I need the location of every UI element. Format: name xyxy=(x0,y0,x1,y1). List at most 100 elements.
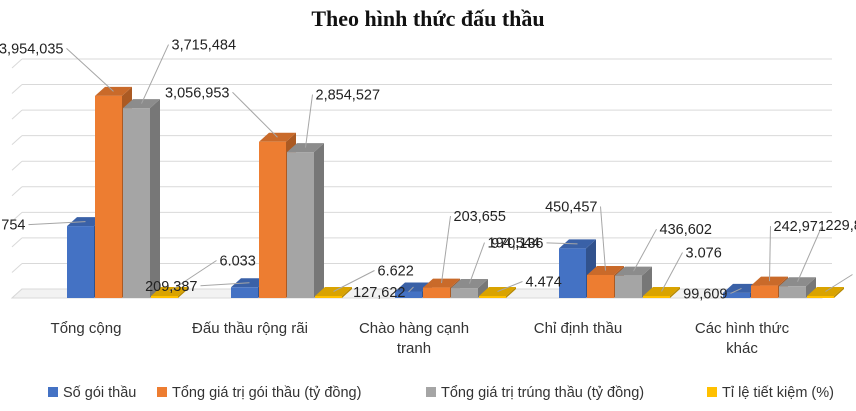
leader-line xyxy=(730,287,742,294)
gridline-side xyxy=(11,186,23,197)
bar-side xyxy=(670,287,680,298)
category-label: Các hình thức khác xyxy=(695,320,790,357)
category-label-line: khác xyxy=(726,340,758,357)
category-label-line: Các hình thức xyxy=(695,320,790,337)
legend-label: Số gói thầu xyxy=(63,385,136,401)
data-label: 2,854,527 xyxy=(316,88,381,104)
data-label: 127,622 xyxy=(353,285,405,301)
bar-front xyxy=(395,291,422,298)
data-label: 970,136 xyxy=(491,236,543,252)
data-label: 4.474 xyxy=(526,275,562,291)
leader-line xyxy=(66,48,114,92)
bar-front xyxy=(643,296,670,298)
bar-front xyxy=(287,152,314,298)
category-label: Tổng cộng xyxy=(51,320,122,337)
data-label: 3.076 xyxy=(686,246,722,262)
bar-side xyxy=(178,287,188,298)
bar-front xyxy=(123,108,150,299)
bar-front xyxy=(95,95,122,298)
bar-front xyxy=(479,296,506,298)
leader-line xyxy=(28,221,86,226)
legend-label: Tổng giá trị gói thầu (tỷ đồng) xyxy=(172,385,361,401)
bar-front xyxy=(423,287,450,298)
data-label: 209,387 xyxy=(145,279,197,295)
legend-label: Tỉ lệ tiết kiệm (%) xyxy=(722,385,834,401)
data-label: 3,056,953 xyxy=(165,85,230,101)
bar-front xyxy=(151,296,178,298)
legend-item: Tỉ lệ tiết kiệm (%) xyxy=(707,385,834,401)
bars xyxy=(67,86,844,299)
data-labels: 1,406,754 3,954,035 3,715,484 6.033 209,387 3… xyxy=(0,38,856,303)
gridline-side xyxy=(11,135,23,146)
leader-line xyxy=(333,270,375,292)
bar xyxy=(287,143,324,298)
data-label: 6.033 xyxy=(220,254,256,270)
bar-front xyxy=(231,287,258,298)
leader-line xyxy=(441,216,451,284)
leader-line xyxy=(232,91,278,138)
category-label-line: Chào hàng cạnh xyxy=(359,320,469,337)
category-label-line: Đấu thầu rộng rãi xyxy=(192,320,308,337)
bar xyxy=(123,99,160,299)
data-label: 99,609 xyxy=(683,286,727,302)
bar-front xyxy=(451,288,478,298)
bar-front xyxy=(259,141,286,298)
bar-front xyxy=(615,275,642,298)
leader-line xyxy=(169,260,217,292)
legend-swatch xyxy=(157,387,167,397)
data-label: 450,457 xyxy=(545,199,597,215)
category-label-line: Chỉ định thầu xyxy=(534,320,622,337)
bar-front xyxy=(723,292,750,298)
category-label-line: tranh xyxy=(397,340,431,357)
bar-front xyxy=(751,285,778,298)
bar-front xyxy=(559,248,586,298)
data-label: 1,406,754 xyxy=(0,218,26,234)
data-label: 6.622 xyxy=(378,264,414,280)
leader-line xyxy=(546,242,578,245)
gridline-side xyxy=(11,109,23,120)
leader-line xyxy=(497,281,523,292)
leader-line xyxy=(633,228,657,272)
data-label: 3,954,035 xyxy=(0,41,64,57)
legend-swatch xyxy=(707,387,717,397)
legend-swatch xyxy=(426,387,436,397)
category-label: Chào hàng cạnh tranh xyxy=(359,320,469,357)
leader-line xyxy=(797,224,823,282)
data-label: 229,812 xyxy=(826,218,856,234)
leader-line xyxy=(141,44,169,104)
bar-side xyxy=(506,287,516,298)
bar-front xyxy=(779,286,806,298)
gridline-side xyxy=(11,211,23,222)
bar-side xyxy=(150,99,160,299)
chart-title: Theo hình thức đấu thầu xyxy=(311,6,545,31)
legend-swatch xyxy=(48,387,58,397)
category-label: Chỉ định thầu xyxy=(534,320,622,337)
data-label: 194,544 xyxy=(488,236,540,252)
legend-label: Tổng giá trị trúng thầu (tỷ đồng) xyxy=(441,385,644,401)
legend-item: Số gói thầu xyxy=(48,385,136,401)
bar-side xyxy=(834,287,844,298)
gridline-side xyxy=(11,84,23,94)
leader-line xyxy=(408,286,414,293)
bar-side xyxy=(478,279,488,298)
legend-item: Tổng giá trị trúng thầu (tỷ đồng) xyxy=(426,385,644,401)
data-label: 3,715,484 xyxy=(172,38,237,54)
leader-line xyxy=(825,274,853,292)
leader-line xyxy=(600,206,606,271)
bar-side xyxy=(342,287,352,298)
data-label: 203,655 xyxy=(454,209,506,225)
gridline-side xyxy=(11,263,23,273)
data-label: 436,602 xyxy=(660,222,712,238)
leader-line xyxy=(769,226,771,282)
bar-front xyxy=(67,226,94,298)
bar-side xyxy=(806,277,816,298)
legend: Số gói thầu Tổng giá trị gói thầu (tỷ đồn… xyxy=(48,385,834,401)
category-label-line: Tổng cộng xyxy=(51,320,122,337)
gridline-side xyxy=(11,160,23,171)
bar-side xyxy=(314,143,324,298)
leader-line xyxy=(661,252,683,292)
legend-item: Tổng giá trị gói thầu (tỷ đồng) xyxy=(157,385,361,401)
leader-line xyxy=(200,282,250,287)
data-label: 242,971 xyxy=(774,219,826,235)
